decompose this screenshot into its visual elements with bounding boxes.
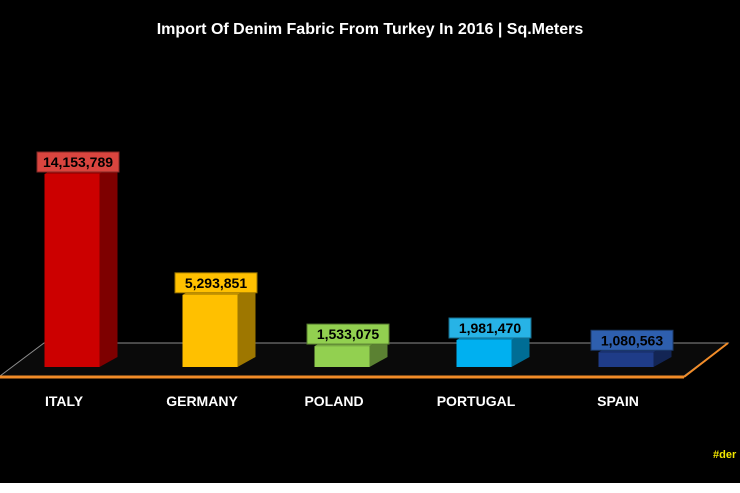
chart-svg: Import Of Denim Fabric From Turkey In 20… <box>0 21 737 461</box>
data-label-portugal: 1,981,470 <box>459 320 521 336</box>
data-label-box-germany <box>174 272 258 294</box>
data-label-box-spain <box>590 329 674 351</box>
bar-side-portugal <box>511 329 530 367</box>
bar-side-germany <box>237 284 256 367</box>
chart-floor-side <box>683 342 729 378</box>
bar-spain <box>598 352 654 367</box>
category-label-germany: GERMANY <box>166 393 238 409</box>
bar-side-italy <box>99 164 118 367</box>
data-label-italy: 14,153,789 <box>43 154 113 170</box>
data-label-poland: 1,533,075 <box>317 326 379 342</box>
source-watermark: #der <box>713 449 737 461</box>
data-label-box-portugal <box>448 317 532 339</box>
bar-portugal <box>456 339 512 367</box>
bars-group: 14,153,789 ITALY 5,293,851 GERMANY 1,533,075… <box>36 151 674 409</box>
category-label-spain: SPAIN <box>597 393 639 409</box>
category-label-poland: POLAND <box>304 393 363 409</box>
chart-title: Import Of Denim Fabric From Turkey In 20… <box>157 21 584 38</box>
bar-germany <box>182 294 238 367</box>
bar-poland <box>314 346 370 367</box>
data-label-box-italy <box>36 151 120 173</box>
bar-italy <box>44 174 100 367</box>
data-label-germany: 5,293,851 <box>185 275 247 291</box>
data-label-box-poland <box>306 323 390 345</box>
data-label-spain: 1,080,563 <box>601 332 663 348</box>
category-label-italy: ITALY <box>45 393 84 409</box>
category-label-portugal: PORTUGAL <box>437 393 516 409</box>
chart-frame: Import Of Denim Fabric From Turkey In 20… <box>0 0 740 483</box>
